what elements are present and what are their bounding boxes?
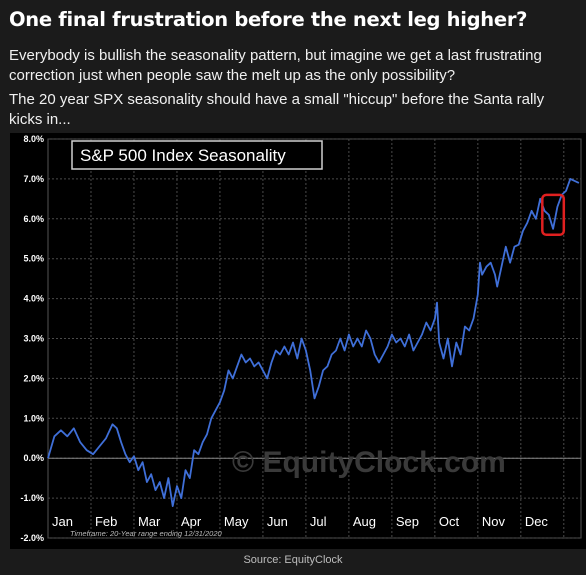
chart-footnote: Timeframe: 20-Year range ending 12/31/20… (70, 529, 223, 538)
watermark-text: © EquityClock.com (232, 446, 506, 479)
y-tick-label: -1.0% (20, 493, 44, 503)
x-tick-label: Jul (310, 514, 327, 529)
x-tick-label: Sep (396, 514, 419, 529)
post-paragraph-2: The 20 year SPX seasonality should have … (9, 91, 545, 128)
y-tick-label: 0.0% (23, 453, 44, 463)
x-tick-label: Apr (181, 514, 202, 529)
post-paragraph-1: Everybody is bullish the seasonality pat… (9, 47, 542, 84)
source-caption: Source: EquityClock (243, 554, 343, 566)
x-tick-label: Jun (267, 514, 288, 529)
y-tick-label: 5.0% (23, 254, 44, 264)
x-tick-label: Mar (138, 514, 161, 529)
x-tick-label: Dec (525, 514, 549, 529)
x-tick-label: Feb (95, 514, 117, 529)
chart-title-box (71, 140, 323, 170)
y-tick-label: 1.0% (23, 413, 44, 423)
chart-svg: 8.0% 7.0% 6.0% 5.0% 4.0% 3.0% 2.0% 1.0% 0.0% -1.0… (20, 134, 582, 543)
x-tick-label: Jan (52, 514, 73, 529)
x-tick-label: Aug (353, 514, 376, 529)
y-tick-label: 7.0% (23, 174, 44, 184)
series-line (47, 178, 580, 508)
x-tick-label: May (224, 514, 249, 529)
y-tick-label: -2.0% (20, 533, 44, 543)
post-headline: One final frustration before the next le… (9, 8, 528, 31)
y-tick-label: 3.0% (23, 334, 44, 344)
seasonality-chart: 8.0% 7.0% 6.0% 5.0% 4.0% 3.0% 2.0% 1.0% 0.0% -1.0… (10, 133, 586, 549)
y-tick-label: 2.0% (23, 373, 44, 383)
highlight-box (541, 193, 566, 237)
y-tick-label: 6.0% (23, 214, 44, 224)
y-tick-label: 4.0% (23, 294, 44, 304)
x-tick-label: Oct (439, 514, 460, 529)
y-tick-label: 8.0% (23, 134, 44, 144)
x-tick-label: Nov (482, 514, 506, 529)
chart-title: S&P 500 Index Seasonality (80, 146, 286, 165)
